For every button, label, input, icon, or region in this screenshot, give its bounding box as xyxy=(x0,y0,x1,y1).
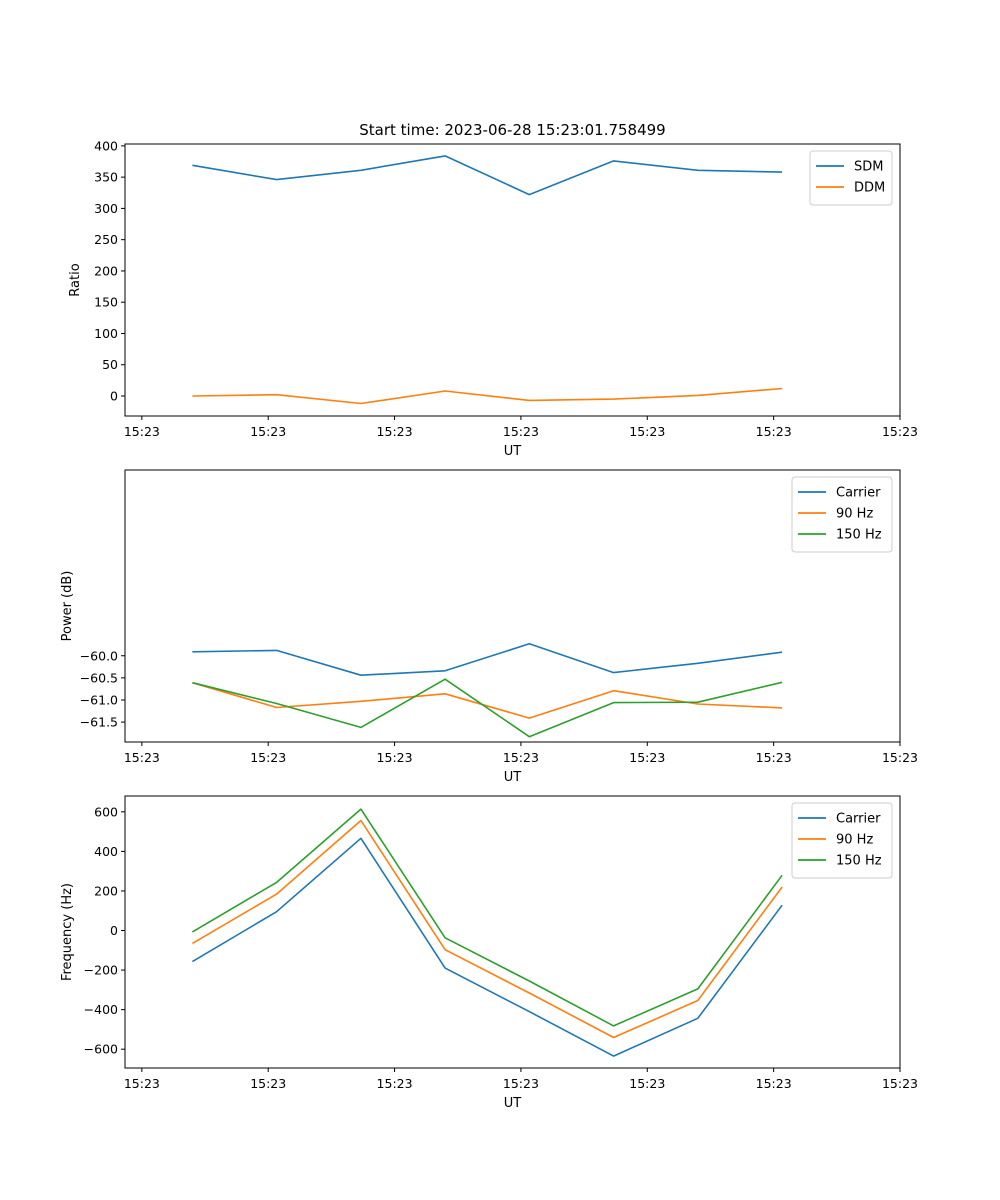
y-tick-label: −60.5 xyxy=(80,670,118,685)
y-tick-label: 100 xyxy=(94,326,118,341)
y-tick-label: 150 xyxy=(94,295,118,310)
y-tick-label: 0 xyxy=(110,388,118,403)
x-axis-label: UT xyxy=(504,1096,522,1111)
y-axis-label: Ratio xyxy=(68,263,83,296)
x-tick-label: 15:23 xyxy=(124,424,160,439)
legend: SDM DDM xyxy=(809,150,893,206)
legend-entry: DDM xyxy=(854,181,885,196)
x-tick-label: 15:23 xyxy=(250,1076,286,1091)
x-tick-label: 15:23 xyxy=(629,750,665,765)
series-line-carrier xyxy=(192,642,783,677)
x-tick-label: 15:23 xyxy=(882,1076,918,1091)
x-tick-label: 15:23 xyxy=(124,750,160,765)
x-axis-label: UT xyxy=(504,444,522,459)
chart-panel-1: 0 50 100 150 200 250 300 350 400 15:23 15:23 15:23 1… xyxy=(68,138,918,459)
y-tick-label: 400 xyxy=(94,844,118,859)
legend: Carrier 90 Hz 150 Hz xyxy=(791,476,893,553)
legend-entry: 90 Hz xyxy=(836,833,873,848)
legend-entry: 150 Hz xyxy=(836,528,882,543)
y-tick-label: 300 xyxy=(94,201,118,216)
x-tick-label: 15:23 xyxy=(503,424,539,439)
chart-panel-3: 600 400 200 0 −200 −400 −600 15:23 15:23 15:23 15:… xyxy=(60,795,918,1111)
legend-entry: Carrier xyxy=(836,812,881,827)
x-tick-label: 15:23 xyxy=(377,750,413,765)
figure-title: Start time: 2023-06-28 15:23:01.758499 xyxy=(359,121,665,139)
series-line-ddm xyxy=(192,387,783,405)
y-tick-label: −61.0 xyxy=(80,692,118,707)
y-tick-label: 400 xyxy=(94,138,118,153)
legend-entry: 150 Hz xyxy=(836,854,882,869)
legend-entry: 90 Hz xyxy=(836,507,873,522)
legend-entry: Carrier xyxy=(836,486,881,501)
y-tick-label: −200 xyxy=(84,963,118,978)
y-tick-label: 200 xyxy=(94,263,118,278)
y-tick-label: 0 xyxy=(110,923,118,938)
axes-frame xyxy=(124,795,901,1069)
series-line-90-hz xyxy=(191,819,783,1039)
x-tick-label: 15:23 xyxy=(503,1076,539,1091)
y-tick-label: 350 xyxy=(94,170,118,185)
x-tick-label: 15:23 xyxy=(882,750,918,765)
y-tick-label: 200 xyxy=(94,883,118,898)
x-tick-label: 15:23 xyxy=(503,750,539,765)
x-tick-label: 15:23 xyxy=(250,750,286,765)
legend: Carrier 90 Hz 150 Hz xyxy=(791,802,893,879)
y-tick-label: −400 xyxy=(84,1002,118,1017)
y-tick-label: −60.0 xyxy=(80,648,118,663)
x-tick-label: 15:23 xyxy=(882,424,918,439)
x-tick-label: 15:23 xyxy=(377,424,413,439)
x-tick-label: 15:23 xyxy=(377,1076,413,1091)
y-tick-label: −61.5 xyxy=(80,715,118,730)
x-tick-label: 15:23 xyxy=(629,1076,665,1091)
x-tick-label: 15:23 xyxy=(756,1076,792,1091)
series-line-150-hz xyxy=(191,808,783,1027)
series-line-carrier xyxy=(191,837,783,1057)
legend-entry: SDM xyxy=(854,160,883,175)
x-axis-label: UT xyxy=(504,770,522,785)
series-line-90-hz xyxy=(192,681,783,719)
y-tick-label: 600 xyxy=(94,804,118,819)
y-axis-label: Power (dB) xyxy=(60,571,75,642)
x-tick-label: 15:23 xyxy=(756,750,792,765)
axes-frame xyxy=(124,143,901,417)
y-tick-label: 50 xyxy=(102,357,118,372)
y-tick-label: −600 xyxy=(84,1042,118,1057)
x-tick-label: 15:23 xyxy=(756,424,792,439)
series-line-150-hz xyxy=(192,678,783,738)
series-line-sdm xyxy=(192,155,783,196)
x-tick-label: 15:23 xyxy=(629,424,665,439)
axes-frame xyxy=(124,469,901,743)
x-tick-label: 15:23 xyxy=(250,424,286,439)
chart-panel-2: −60.0 −60.5 −61.0 −61.5 15:23 15:23 15:23 15:23… xyxy=(60,469,918,785)
x-tick-label: 15:23 xyxy=(124,1076,160,1091)
y-tick-label: 250 xyxy=(94,232,118,247)
y-axis-label: Frequency (Hz) xyxy=(60,883,75,981)
legend-box xyxy=(809,150,893,206)
